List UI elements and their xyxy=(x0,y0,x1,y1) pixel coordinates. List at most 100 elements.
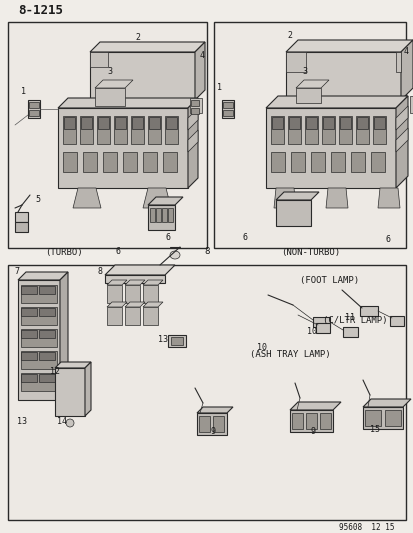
Polygon shape xyxy=(197,413,226,435)
Bar xyxy=(21,374,37,382)
Bar xyxy=(370,152,384,172)
Polygon shape xyxy=(28,100,40,118)
Bar xyxy=(123,152,137,172)
Polygon shape xyxy=(142,188,171,208)
Text: 6: 6 xyxy=(242,233,247,243)
Bar xyxy=(319,413,330,429)
Text: (TURBO): (TURBO) xyxy=(45,247,83,256)
Bar xyxy=(287,116,300,144)
Polygon shape xyxy=(362,407,402,429)
Polygon shape xyxy=(60,272,68,400)
Text: 6: 6 xyxy=(115,247,120,256)
Polygon shape xyxy=(362,399,410,407)
Polygon shape xyxy=(105,275,165,283)
Polygon shape xyxy=(395,96,407,188)
Polygon shape xyxy=(188,98,197,188)
Text: (FOOT LAMP): (FOOT LAMP) xyxy=(300,276,359,285)
Polygon shape xyxy=(85,362,91,416)
Text: 10: 10 xyxy=(306,327,316,336)
Bar xyxy=(97,116,110,144)
Polygon shape xyxy=(188,130,197,152)
Bar xyxy=(98,117,109,129)
Polygon shape xyxy=(142,307,158,325)
Text: 4: 4 xyxy=(403,47,408,56)
Bar xyxy=(8,22,206,248)
Bar xyxy=(156,208,161,222)
Text: 13: 13 xyxy=(17,417,27,426)
Polygon shape xyxy=(285,52,305,72)
Text: 8: 8 xyxy=(97,268,102,277)
Text: 10: 10 xyxy=(256,343,266,352)
Text: 12: 12 xyxy=(50,367,60,376)
Text: 1: 1 xyxy=(21,87,26,96)
Polygon shape xyxy=(142,302,163,307)
Bar xyxy=(166,117,177,129)
Bar xyxy=(21,286,37,294)
Polygon shape xyxy=(58,108,188,188)
Polygon shape xyxy=(312,317,329,327)
Bar xyxy=(163,152,177,172)
Text: 7: 7 xyxy=(14,268,19,277)
Bar xyxy=(350,152,364,172)
Bar xyxy=(321,116,334,144)
Text: 9: 9 xyxy=(210,427,215,437)
Bar xyxy=(114,116,127,144)
Bar xyxy=(305,117,316,129)
Bar xyxy=(372,116,385,144)
Polygon shape xyxy=(400,40,412,100)
Bar xyxy=(21,330,37,338)
Polygon shape xyxy=(90,52,195,100)
Bar xyxy=(21,352,37,360)
Bar xyxy=(81,117,92,129)
Bar xyxy=(64,117,75,129)
Polygon shape xyxy=(188,108,197,130)
Polygon shape xyxy=(197,407,233,413)
Bar xyxy=(21,373,57,391)
Bar xyxy=(39,308,55,316)
Polygon shape xyxy=(55,362,91,368)
Polygon shape xyxy=(58,98,197,108)
Bar xyxy=(190,100,199,106)
Bar xyxy=(223,110,233,116)
Bar xyxy=(147,116,161,144)
Bar xyxy=(223,102,233,108)
Polygon shape xyxy=(325,188,347,208)
Bar xyxy=(290,152,304,172)
Bar xyxy=(310,152,324,172)
Bar xyxy=(103,152,117,172)
Polygon shape xyxy=(18,280,60,400)
Bar xyxy=(39,352,55,360)
Bar xyxy=(142,152,157,172)
Polygon shape xyxy=(168,335,185,347)
Bar xyxy=(39,374,55,382)
Polygon shape xyxy=(107,302,127,307)
Text: 5: 5 xyxy=(36,196,40,205)
Text: 3: 3 xyxy=(302,68,307,77)
Polygon shape xyxy=(285,52,400,100)
Bar xyxy=(322,117,333,129)
Polygon shape xyxy=(315,323,329,333)
Polygon shape xyxy=(15,222,28,232)
Polygon shape xyxy=(90,52,108,67)
Polygon shape xyxy=(266,96,407,108)
Polygon shape xyxy=(95,88,125,106)
Polygon shape xyxy=(125,285,140,303)
Text: 11: 11 xyxy=(344,313,354,322)
Polygon shape xyxy=(73,188,101,208)
Polygon shape xyxy=(18,272,68,280)
Bar xyxy=(199,416,209,432)
Text: 4: 4 xyxy=(199,51,204,60)
Bar xyxy=(21,329,57,347)
Bar xyxy=(339,117,350,129)
Polygon shape xyxy=(107,307,122,325)
Bar xyxy=(29,110,39,116)
Bar xyxy=(190,108,199,114)
Polygon shape xyxy=(195,42,204,100)
Bar xyxy=(373,117,384,129)
Polygon shape xyxy=(342,327,357,337)
Circle shape xyxy=(66,419,74,427)
Bar xyxy=(80,116,93,144)
Text: 2: 2 xyxy=(135,34,140,43)
Polygon shape xyxy=(275,192,318,200)
Polygon shape xyxy=(389,316,403,326)
